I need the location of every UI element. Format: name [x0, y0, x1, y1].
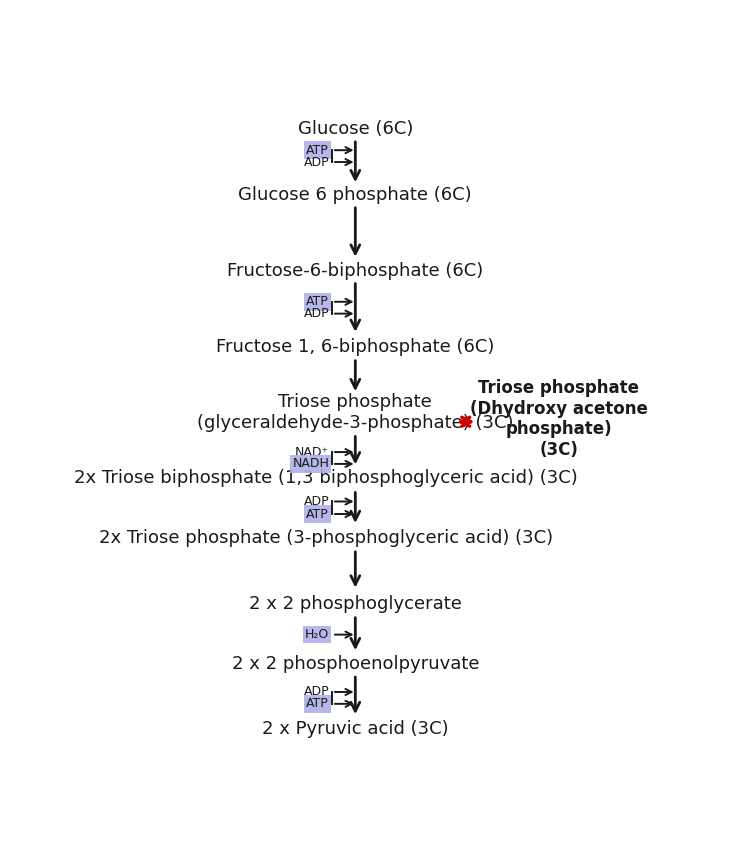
Text: Triose phosphate
(glyceraldehyde-3-phosphate) (3C): Triose phosphate (glyceraldehyde-3-phosp… — [197, 393, 514, 432]
Text: Fructose 1, 6-biphosphate (6C): Fructose 1, 6-biphosphate (6C) — [216, 337, 494, 355]
Text: ADP: ADP — [304, 686, 329, 698]
Text: ADP: ADP — [304, 156, 329, 169]
Text: ADP: ADP — [304, 495, 329, 508]
Text: ATP: ATP — [307, 698, 329, 710]
Text: ATP: ATP — [307, 144, 329, 157]
Text: Glucose (6C): Glucose (6C) — [298, 120, 413, 138]
Text: ATP: ATP — [307, 508, 329, 520]
Text: 2 x 2 phosphoglycerate: 2 x 2 phosphoglycerate — [249, 595, 462, 613]
Text: NAD⁺: NAD⁺ — [295, 446, 329, 459]
Text: 2x Triose phosphate (3-phosphoglyceric acid) (3C): 2x Triose phosphate (3-phosphoglyceric a… — [99, 529, 554, 547]
Text: Fructose-6-biphosphate (6C): Fructose-6-biphosphate (6C) — [227, 262, 484, 280]
Text: NADH: NADH — [292, 457, 329, 471]
Text: 2x Triose biphosphate (1,3 biphosphoglyceric acid) (3C): 2x Triose biphosphate (1,3 biphosphoglyc… — [74, 469, 578, 487]
Text: Glucose 6 phosphate (6C): Glucose 6 phosphate (6C) — [238, 186, 472, 204]
Text: H₂O: H₂O — [305, 628, 329, 641]
Text: Triose phosphate
(Dhydroxy acetone
phosphate)
(3C): Triose phosphate (Dhydroxy acetone phosp… — [470, 379, 648, 460]
Text: ATP: ATP — [307, 295, 329, 308]
Text: 2 x 2 phosphoenolpyruvate: 2 x 2 phosphoenolpyruvate — [232, 656, 479, 674]
Text: 2 x Pyruvic acid (3C): 2 x Pyruvic acid (3C) — [262, 720, 448, 738]
Text: ADP: ADP — [304, 307, 329, 320]
